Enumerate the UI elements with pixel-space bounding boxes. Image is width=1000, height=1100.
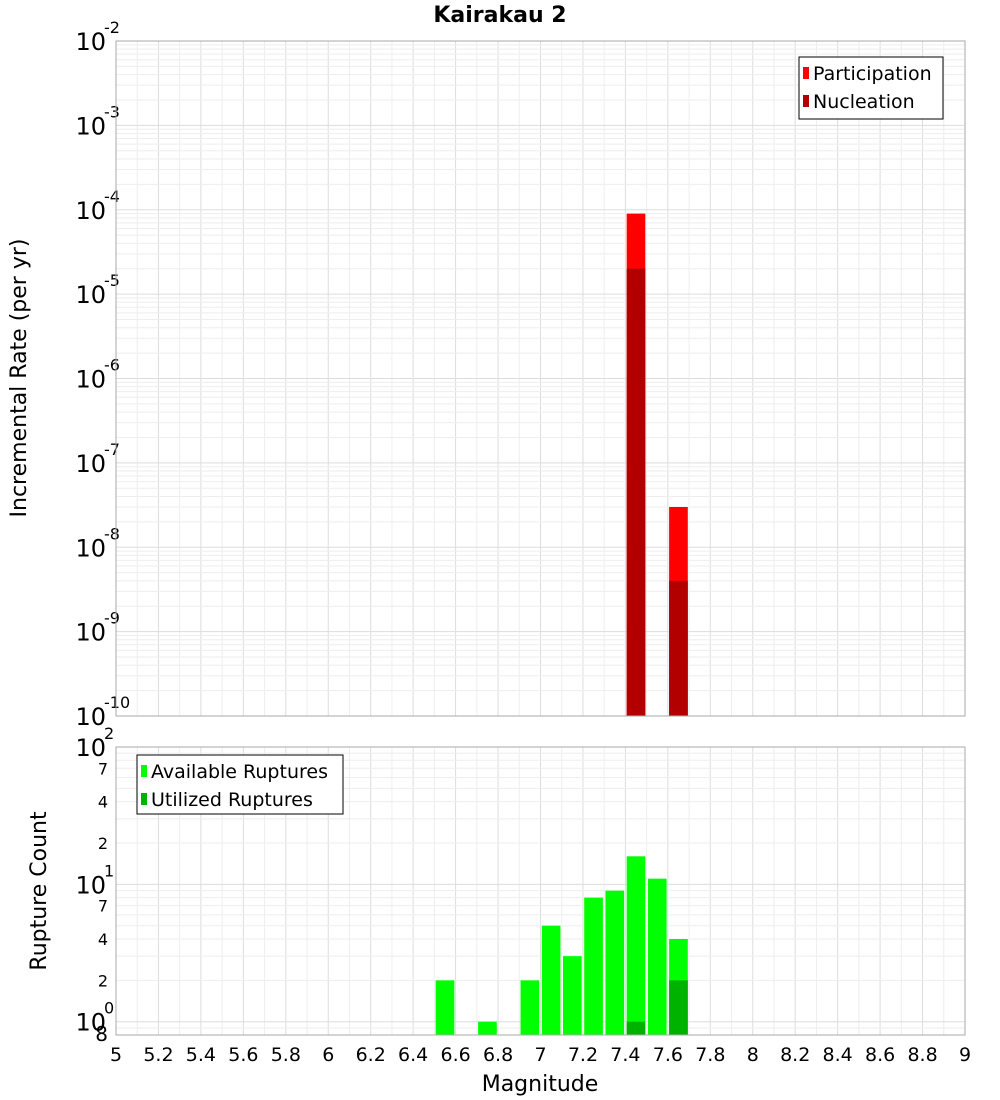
- x-tick-label: 6: [322, 1044, 334, 1066]
- x-tick-label: 8.4: [823, 1044, 853, 1066]
- x-tick-label: 5.8: [271, 1044, 301, 1066]
- y-tick-exponent: -7: [104, 440, 120, 459]
- x-tick-label: 7.6: [653, 1044, 683, 1066]
- y-tick-label: 7: [98, 759, 108, 778]
- y-tick-label: 7: [98, 897, 108, 916]
- rate-y-axis-label: Incremental Rate (per yr): [7, 239, 32, 518]
- bar-available-ruptures-4: [562, 956, 582, 1035]
- rupture-count-plot-bars: [435, 856, 688, 1035]
- rate-plot-frame: [115, 40, 966, 717]
- legend-label: Utilized Ruptures: [151, 789, 313, 811]
- rupture-count-plot-grid: [115, 746, 966, 1036]
- legend-box: [136, 754, 344, 815]
- x-tick-label: 5.4: [186, 1044, 216, 1066]
- y-tick-label: 10: [75, 366, 106, 394]
- y-tick-label: 10: [75, 734, 106, 762]
- legend-box: [798, 56, 944, 120]
- y-tick-label: 10: [75, 703, 106, 731]
- x-tick-label: 6.4: [398, 1044, 428, 1066]
- rupture-count-plot-frame: [115, 746, 966, 1036]
- y-tick-exponent: 2: [104, 724, 114, 743]
- bar-utilized-ruptures-1: [669, 980, 688, 1035]
- y-tick-label: 4: [98, 930, 108, 949]
- bar-available-ruptures-5: [584, 897, 603, 1035]
- rate-plot-bars: [626, 213, 688, 717]
- bar-available-ruptures-8: [647, 878, 667, 1035]
- x-tick-label: 8: [747, 1044, 759, 1066]
- bar-available-ruptures-6: [605, 890, 625, 1035]
- x-tick-label: 6.8: [483, 1044, 513, 1066]
- y-tick-exponent: -8: [104, 524, 120, 543]
- legend-swatch: [803, 95, 809, 107]
- bar-available-ruptures-2: [520, 980, 540, 1035]
- x-tick-label: 8.8: [907, 1044, 937, 1066]
- bar-utilized-ruptures-0: [626, 1021, 646, 1035]
- y-tick-exponent: -10: [104, 693, 130, 712]
- y-tick-exponent: 0: [104, 999, 114, 1018]
- rate-plot-grid: [115, 40, 966, 717]
- y-tick-label: 10: [75, 534, 106, 562]
- x-tick-label: 6.6: [440, 1044, 470, 1066]
- x-tick-label: 7.2: [568, 1044, 598, 1066]
- x-tick-label: 8.2: [780, 1044, 810, 1066]
- x-tick-label: 8.6: [865, 1044, 895, 1066]
- y-tick-label: 10: [75, 281, 106, 309]
- legend-swatch: [803, 67, 809, 79]
- legend-label: Participation: [813, 63, 932, 85]
- x-tick-label: 5.2: [143, 1044, 173, 1066]
- x-tick-label: 9: [959, 1044, 971, 1066]
- x-axis-ticks: 5 5.2 5.4 5.6 5.8 6 6.2 6.4 6.6 6.8 7 7.2 7.4 7.6 7.8 8…: [110, 1044, 971, 1066]
- y-tick-label: 10: [75, 197, 106, 225]
- x-axis-label: Magnitude: [482, 1072, 599, 1097]
- x-tick-label: 6.2: [356, 1044, 386, 1066]
- rupture-count-plot-legend: Available Ruptures Utilized Ruptures: [136, 754, 344, 815]
- y-tick-label: 10: [75, 28, 106, 56]
- bar-available-ruptures-3: [541, 925, 561, 1035]
- y-tick-label: 10: [75, 450, 106, 478]
- y-tick-label: 2: [98, 971, 108, 990]
- y-tick-label: 10: [75, 619, 106, 647]
- legend-label: Nucleation: [813, 91, 915, 113]
- legend-swatch: [141, 765, 147, 777]
- y-tick-exponent: -3: [104, 102, 120, 121]
- y-tick-exponent: 1: [104, 861, 114, 880]
- y-tick-label: 10: [75, 871, 106, 899]
- bar-available-ruptures-1: [478, 1021, 497, 1035]
- bar-nucleation-1: [669, 580, 688, 716]
- y-tick-label: 10: [75, 112, 106, 140]
- rate-plot-legend: Participation Nucleation: [798, 56, 944, 120]
- x-tick-label: 7.4: [610, 1044, 640, 1066]
- y-tick-label: 8: [95, 1022, 108, 1046]
- bar-available-ruptures-0: [435, 980, 455, 1035]
- y-tick-label: 2: [98, 834, 108, 853]
- x-tick-label: 5: [110, 1044, 122, 1066]
- bar-nucleation-0: [626, 268, 646, 716]
- y-tick-exponent: -5: [104, 271, 120, 290]
- x-tick-label: 7: [534, 1044, 546, 1066]
- y-tick-exponent: -6: [104, 356, 120, 375]
- rupture-count-y-axis-label: Rupture Count: [27, 811, 52, 971]
- legend-label: Available Ruptures: [151, 761, 328, 783]
- x-tick-label: 5.6: [228, 1044, 258, 1066]
- y-tick-label: 10: [75, 1009, 106, 1037]
- y-tick-exponent: -2: [104, 18, 120, 37]
- legend-swatch: [141, 793, 147, 805]
- x-tick-label: 7.8: [695, 1044, 725, 1066]
- y-tick-label: 4: [98, 793, 108, 812]
- y-tick-exponent: -4: [104, 187, 120, 206]
- chart-title: Kairakau 2: [433, 3, 566, 28]
- y-tick-exponent: -9: [104, 609, 120, 628]
- bar-available-ruptures-7: [626, 856, 646, 1035]
